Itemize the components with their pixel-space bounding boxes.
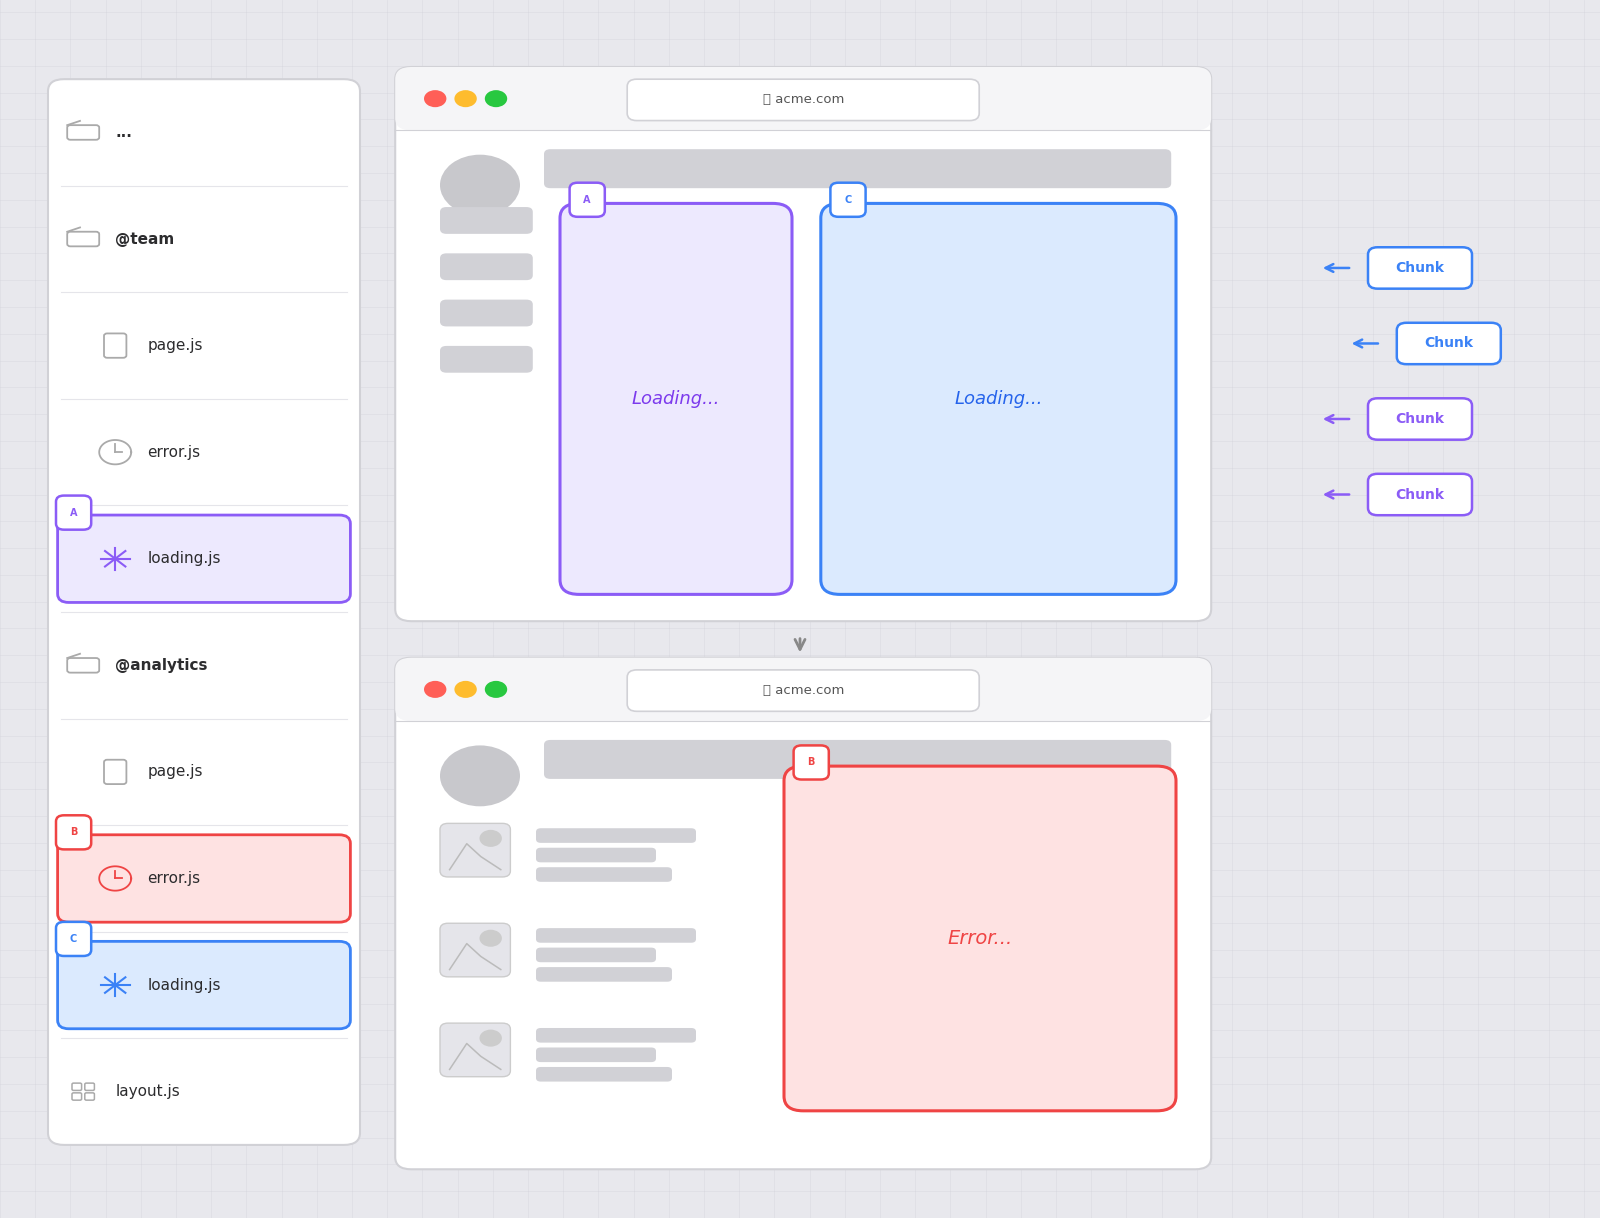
FancyBboxPatch shape bbox=[830, 183, 866, 217]
FancyBboxPatch shape bbox=[56, 922, 91, 956]
Circle shape bbox=[480, 1029, 502, 1046]
FancyBboxPatch shape bbox=[536, 867, 672, 882]
FancyBboxPatch shape bbox=[440, 253, 533, 280]
FancyBboxPatch shape bbox=[440, 300, 533, 326]
FancyBboxPatch shape bbox=[821, 203, 1176, 594]
Circle shape bbox=[454, 90, 477, 107]
FancyBboxPatch shape bbox=[440, 1023, 510, 1077]
FancyBboxPatch shape bbox=[440, 207, 533, 234]
FancyBboxPatch shape bbox=[536, 967, 672, 982]
Circle shape bbox=[454, 681, 477, 698]
FancyBboxPatch shape bbox=[536, 1028, 696, 1043]
FancyBboxPatch shape bbox=[440, 346, 533, 373]
FancyBboxPatch shape bbox=[544, 741, 1171, 780]
Text: loading.js: loading.js bbox=[147, 552, 221, 566]
Circle shape bbox=[480, 829, 502, 847]
Text: loading.js: loading.js bbox=[147, 978, 221, 993]
FancyBboxPatch shape bbox=[395, 658, 1211, 721]
Circle shape bbox=[440, 155, 520, 216]
Text: @team: @team bbox=[115, 231, 174, 246]
Circle shape bbox=[424, 90, 446, 107]
Text: 🔒 acme.com: 🔒 acme.com bbox=[763, 94, 843, 106]
FancyBboxPatch shape bbox=[544, 149, 1171, 189]
FancyBboxPatch shape bbox=[1397, 323, 1501, 364]
FancyBboxPatch shape bbox=[570, 183, 605, 217]
FancyBboxPatch shape bbox=[536, 828, 696, 843]
FancyBboxPatch shape bbox=[56, 496, 91, 530]
Text: ...: ... bbox=[115, 125, 133, 140]
FancyBboxPatch shape bbox=[48, 79, 360, 1145]
FancyBboxPatch shape bbox=[395, 658, 1211, 1169]
Text: Chunk: Chunk bbox=[1395, 261, 1445, 275]
FancyBboxPatch shape bbox=[58, 942, 350, 1029]
Text: B: B bbox=[808, 758, 814, 767]
Circle shape bbox=[485, 681, 507, 698]
Text: error.js: error.js bbox=[147, 871, 200, 885]
FancyBboxPatch shape bbox=[395, 67, 1211, 130]
FancyBboxPatch shape bbox=[536, 928, 696, 943]
FancyBboxPatch shape bbox=[58, 515, 350, 603]
FancyBboxPatch shape bbox=[627, 670, 979, 711]
Text: Chunk: Chunk bbox=[1395, 412, 1445, 426]
FancyBboxPatch shape bbox=[536, 1067, 672, 1082]
Circle shape bbox=[440, 745, 520, 806]
Text: Loading...: Loading... bbox=[632, 390, 720, 408]
FancyBboxPatch shape bbox=[395, 67, 1211, 621]
Text: Chunk: Chunk bbox=[1395, 487, 1445, 502]
FancyBboxPatch shape bbox=[440, 923, 510, 977]
Circle shape bbox=[424, 681, 446, 698]
Text: 🔒 acme.com: 🔒 acme.com bbox=[763, 685, 843, 697]
Circle shape bbox=[480, 929, 502, 946]
Text: page.js: page.js bbox=[147, 339, 203, 353]
Text: page.js: page.js bbox=[147, 765, 203, 780]
FancyBboxPatch shape bbox=[794, 745, 829, 780]
FancyBboxPatch shape bbox=[58, 834, 350, 922]
Text: layout.js: layout.js bbox=[115, 1084, 179, 1099]
Text: @analytics: @analytics bbox=[115, 658, 208, 672]
FancyBboxPatch shape bbox=[536, 948, 656, 962]
Text: Chunk: Chunk bbox=[1424, 336, 1474, 351]
Text: Loading...: Loading... bbox=[954, 390, 1043, 408]
Text: A: A bbox=[584, 195, 590, 205]
FancyBboxPatch shape bbox=[784, 766, 1176, 1111]
Text: B: B bbox=[70, 827, 77, 837]
FancyBboxPatch shape bbox=[1368, 398, 1472, 440]
FancyBboxPatch shape bbox=[536, 1047, 656, 1062]
FancyBboxPatch shape bbox=[440, 823, 510, 877]
FancyBboxPatch shape bbox=[560, 203, 792, 594]
Text: C: C bbox=[70, 934, 77, 944]
Circle shape bbox=[485, 90, 507, 107]
Text: error.js: error.js bbox=[147, 445, 200, 459]
Text: Error...: Error... bbox=[947, 929, 1013, 948]
FancyBboxPatch shape bbox=[1368, 474, 1472, 515]
Text: C: C bbox=[845, 195, 851, 205]
FancyBboxPatch shape bbox=[536, 848, 656, 862]
Text: A: A bbox=[70, 508, 77, 518]
FancyBboxPatch shape bbox=[56, 815, 91, 849]
FancyBboxPatch shape bbox=[627, 79, 979, 121]
FancyBboxPatch shape bbox=[1368, 247, 1472, 289]
